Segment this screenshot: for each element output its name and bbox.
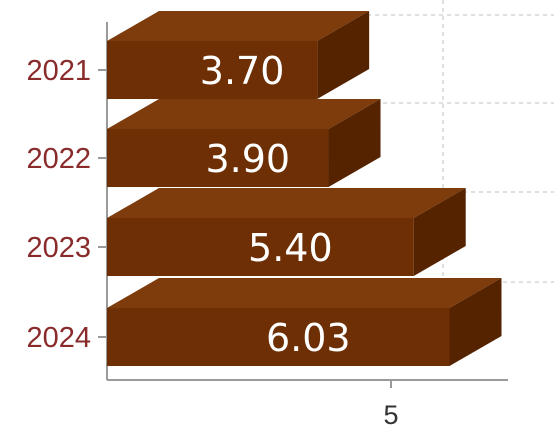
bar-2023 <box>107 188 466 276</box>
bar-2021 <box>107 11 370 99</box>
category-label-2023: 2023 <box>26 232 91 264</box>
bar-value-label-2022: 3.90 <box>205 137 290 181</box>
bar-front-face <box>107 218 414 276</box>
x-tick-label-0: 5 <box>383 400 398 430</box>
bars <box>107 11 502 366</box>
bar-value-label-2023: 5.40 <box>248 226 333 270</box>
bar-2022 <box>107 99 381 187</box>
category-label-2022: 2022 <box>26 143 91 175</box>
bar-front-face <box>107 308 450 366</box>
category-label-2021: 2021 <box>26 55 91 87</box>
bar-top-face <box>107 188 466 218</box>
labels: 5 3.70 2021 3.90 2022 5.40 2023 6.03 2024 <box>26 49 398 430</box>
bar-top-face <box>107 11 370 41</box>
bar-2024 <box>107 278 502 366</box>
bar-side-face <box>317 11 370 99</box>
bar-top-face <box>107 278 502 308</box>
bar-value-label-2024: 6.03 <box>266 316 351 360</box>
bar-top-face <box>107 99 381 129</box>
bar-side-face <box>328 99 381 187</box>
bar-front-face <box>107 41 318 99</box>
bar-front-face <box>107 129 329 187</box>
bar-side-face <box>413 188 466 276</box>
bar-side-face <box>449 278 502 366</box>
category-label-2024: 2024 <box>26 322 91 354</box>
bar-value-label-2021: 3.70 <box>200 49 285 93</box>
